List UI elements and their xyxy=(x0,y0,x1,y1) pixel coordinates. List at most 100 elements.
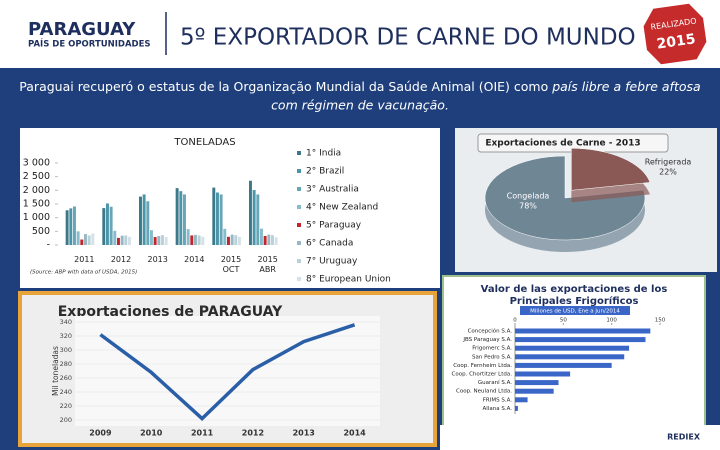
bar xyxy=(150,230,153,245)
chart-subtitle: Millones de USD, Ene a Jun/2014 xyxy=(530,309,620,315)
line xyxy=(99,323,356,421)
badge: REALIZADO 2015 xyxy=(643,3,707,65)
x-tick-label: 2012 xyxy=(242,429,264,438)
bar xyxy=(164,237,168,245)
bar xyxy=(260,228,263,245)
bar xyxy=(194,234,197,245)
bar xyxy=(124,235,128,245)
label-line: 2015 xyxy=(221,255,241,264)
bar xyxy=(212,187,216,245)
bar xyxy=(175,188,179,245)
slice-value: 22% xyxy=(659,168,677,177)
chart-title: Exportaciones de Carne - 2013 xyxy=(485,139,640,149)
x-tick-label: 2011 xyxy=(74,255,94,264)
legend-swatch xyxy=(297,277,301,281)
x-tick-label: 0 xyxy=(513,318,517,324)
legend-label: 6° Canada xyxy=(306,239,353,249)
panel xyxy=(20,128,440,288)
legend-swatch xyxy=(297,205,301,209)
legend-swatch xyxy=(297,187,301,191)
bar xyxy=(515,362,612,368)
footer-bar xyxy=(440,425,720,450)
y-tick-label: 2 500 xyxy=(23,171,50,182)
bar xyxy=(113,230,117,245)
bar xyxy=(271,235,274,245)
y-tick-label: 2 000 xyxy=(23,185,50,196)
slice-value: 78% xyxy=(519,202,537,211)
legend-swatch xyxy=(297,241,301,245)
legend-swatch xyxy=(297,223,301,227)
bar xyxy=(515,337,646,343)
legend-swatch xyxy=(297,151,301,155)
chart-title: Valor de las exportaciones de los xyxy=(481,284,668,295)
bar xyxy=(227,236,230,245)
bar xyxy=(109,206,113,245)
x-tick-label: 2013 xyxy=(147,255,167,264)
label-line: 2015 xyxy=(257,255,277,264)
bar xyxy=(161,235,164,245)
y-tick-label: Frigomerc S.A. xyxy=(472,346,512,352)
x-tick-label: 2015 ABR xyxy=(257,255,277,274)
bar xyxy=(146,201,150,245)
bar xyxy=(216,192,219,245)
bar xyxy=(234,235,238,245)
bar xyxy=(84,234,87,245)
bar xyxy=(117,237,120,245)
chart-title: Principales Frigoríficos xyxy=(510,295,639,307)
y-tick-label: San Pedro S.A. xyxy=(472,354,512,360)
y-tick-label: 200 xyxy=(60,416,72,424)
y-tick-label: Allana S.A. xyxy=(483,406,513,412)
bar xyxy=(157,235,161,245)
bar xyxy=(515,328,651,334)
y-tick-label: 260 xyxy=(60,374,72,382)
bar xyxy=(263,235,267,245)
legend-label: 5° Paraguay xyxy=(306,221,362,231)
bar xyxy=(179,191,183,245)
bar xyxy=(87,235,91,245)
y-axis-label: Mil toneladas xyxy=(51,346,60,396)
bar xyxy=(65,210,69,245)
bar xyxy=(197,235,201,245)
bar xyxy=(190,235,194,245)
bar xyxy=(142,194,146,245)
y-tick-label: - xyxy=(47,240,50,251)
x-tick-label: 2014 xyxy=(184,255,204,264)
y-tick-label: 3 000 xyxy=(23,158,50,169)
logo-title: PARAGUAY xyxy=(28,19,136,40)
bar xyxy=(256,194,260,245)
bar xyxy=(267,234,271,245)
legend-label: 3° Australia xyxy=(306,185,359,195)
legend-swatch xyxy=(297,259,301,263)
bar xyxy=(102,208,106,245)
logo-subtitle: PAÍS DE OPORTUNIDADES xyxy=(28,38,151,50)
label-line: 2011 xyxy=(74,255,94,264)
legend-label: 7° Uruguay xyxy=(306,257,358,267)
label-line: 2014 xyxy=(184,255,204,264)
y-tick-label: Coop. Neuland Ltda. xyxy=(456,389,512,395)
bar xyxy=(274,237,278,245)
legend-label: 8° European Union xyxy=(306,275,391,285)
x-tick-label: 50 xyxy=(560,318,567,324)
y-tick-label: 280 xyxy=(60,360,72,368)
x-tick-label: 2011 xyxy=(191,429,214,438)
bar xyxy=(515,371,571,377)
x-tick-label: 2014 xyxy=(343,429,366,438)
y-tick-label: JBS Paraguay S.A. xyxy=(462,337,512,343)
bar xyxy=(515,354,625,360)
legend-label: 4° New Zealand xyxy=(306,203,378,213)
bar xyxy=(76,231,80,245)
y-tick-label: Coop. Chortitzer Ltda. xyxy=(452,372,513,378)
bar xyxy=(73,206,76,245)
chart-title: TONELADAS xyxy=(173,137,235,148)
bar xyxy=(80,239,84,245)
intro-emphasis: país libre a febre aftosa xyxy=(551,79,700,94)
y-tick-label: 1 000 xyxy=(23,212,50,223)
x-tick-label: 2009 xyxy=(89,429,112,438)
bar xyxy=(186,229,190,245)
badge-shape xyxy=(643,3,707,65)
bar xyxy=(69,208,73,245)
header-bar xyxy=(0,0,720,68)
bar xyxy=(515,397,528,403)
label-line: OCT xyxy=(223,265,240,274)
label-line: ABR xyxy=(259,265,276,274)
